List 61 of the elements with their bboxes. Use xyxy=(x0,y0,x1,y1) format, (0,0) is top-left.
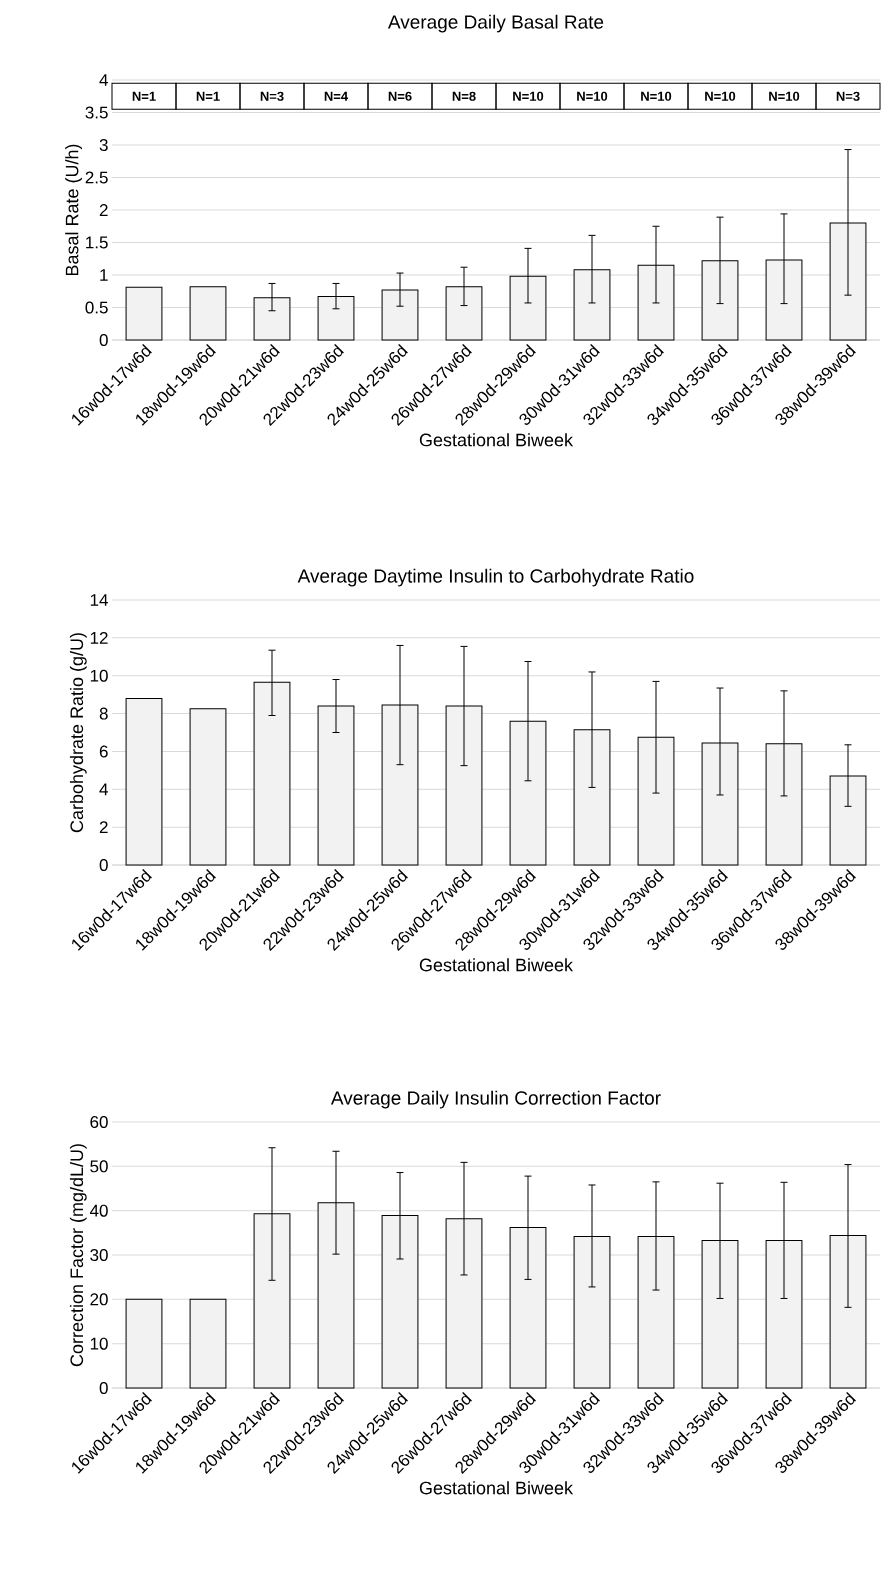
y-tick-label: 4 xyxy=(99,783,108,796)
bar xyxy=(125,1298,163,1389)
y-axis-title: Basal Rate (U/h) xyxy=(65,144,82,276)
y-tick-label: 10 xyxy=(90,669,108,682)
annotation: N=3 xyxy=(836,91,860,101)
y-tick-label: 3.5 xyxy=(85,106,108,119)
bar xyxy=(573,1235,611,1389)
bar xyxy=(189,708,227,866)
y-tick-label: 0 xyxy=(99,1381,108,1395)
annotation: N=1 xyxy=(132,91,156,101)
y-tick-label: 14 xyxy=(90,594,108,606)
bar xyxy=(317,295,355,341)
bar xyxy=(765,1239,803,1389)
bar xyxy=(509,275,547,341)
y-tick-label: 2.5 xyxy=(85,171,108,184)
bar xyxy=(189,1298,227,1389)
y-tick-label: 60 xyxy=(90,1115,108,1129)
bar xyxy=(125,286,163,341)
y-axis-title: Correction Factor (mg/dL/U) xyxy=(69,1144,87,1367)
y-tick-label: 50 xyxy=(90,1160,108,1173)
y-tick-label: 20 xyxy=(90,1293,108,1306)
x-axis-title: Gestational Biweek xyxy=(419,433,574,447)
y-tick-label: 2 xyxy=(99,204,108,216)
y-tick-label: 3 xyxy=(99,138,108,152)
annotation: N=4 xyxy=(324,91,349,101)
x-axis-title: Gestational Biweek xyxy=(419,1481,574,1495)
y-tick-label: 12 xyxy=(90,631,108,644)
annotation: N=10 xyxy=(577,91,608,101)
y-tick-label: 30 xyxy=(90,1248,108,1262)
annotation: N=10 xyxy=(769,91,800,101)
annotation: N=10 xyxy=(705,91,736,101)
y-tick-label: 2 xyxy=(99,821,108,834)
chart-title: Average Daily Basal Rate xyxy=(387,14,604,33)
annotation: N=10 xyxy=(641,91,672,101)
annotation: N=3 xyxy=(260,91,284,101)
y-tick-label: 1.5 xyxy=(86,236,108,249)
y-tick-label: 6 xyxy=(99,745,108,758)
y-tick-label: 0.5 xyxy=(85,301,108,314)
bar xyxy=(637,264,675,341)
y-tick-label: 40 xyxy=(89,1204,108,1217)
y-tick-label: 0 xyxy=(99,858,108,872)
y-tick-label: 0 xyxy=(99,333,108,347)
bar xyxy=(253,681,291,866)
bar xyxy=(701,1239,739,1389)
bar xyxy=(637,736,675,866)
bar xyxy=(189,286,227,341)
x-axis-title: Gestational Biweek xyxy=(419,958,574,972)
annotation: N=8 xyxy=(452,91,476,101)
y-axis-title: Carbohydrate Ratio (g/U) xyxy=(69,633,87,833)
chart-title: Average Daytime Insulin to Carbohydrate Ratio xyxy=(297,568,694,587)
y-tick-label: 1 xyxy=(100,269,108,281)
bar xyxy=(637,1235,675,1389)
annotation: N=6 xyxy=(388,91,412,101)
y-tick-label: 4 xyxy=(99,74,108,86)
annotation: N=10 xyxy=(513,91,544,101)
bar xyxy=(125,697,163,866)
bar xyxy=(509,720,547,866)
annotation: N=1 xyxy=(196,91,220,101)
y-tick-label: 10 xyxy=(90,1337,108,1350)
y-tick-label: 8 xyxy=(99,707,108,720)
chart-title: Average Daily Insulin Correction Factor xyxy=(330,1090,661,1109)
